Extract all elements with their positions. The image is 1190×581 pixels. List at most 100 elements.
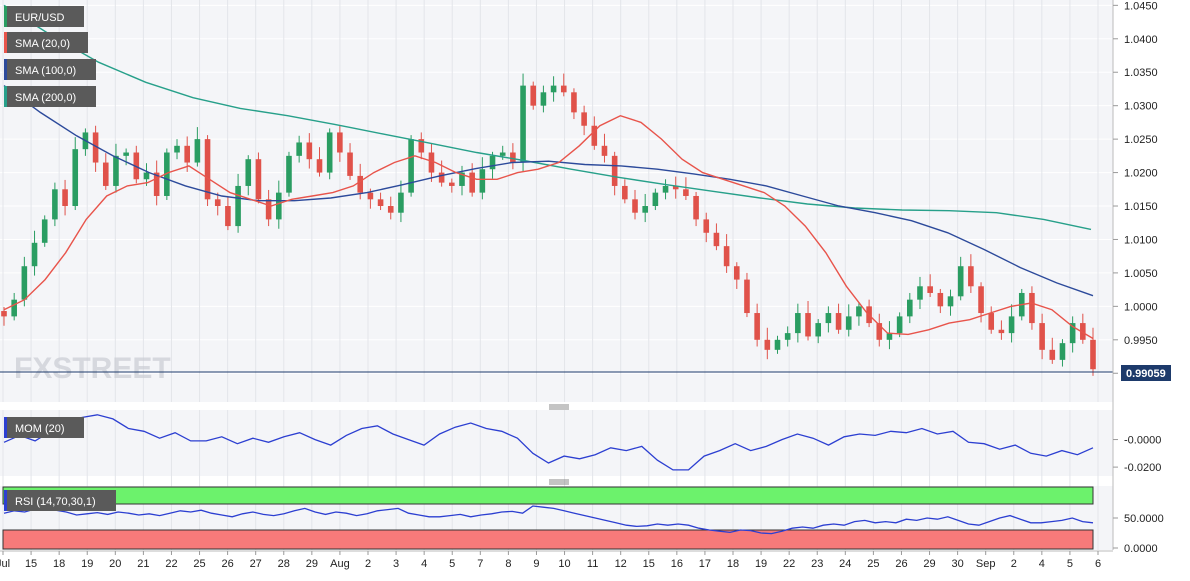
sma200-line (3, 4, 1092, 231)
x-tick-label: 16 (671, 558, 683, 570)
x-tick-label: 29 (923, 558, 935, 570)
candle-body (41, 219, 48, 243)
legend-mom[interactable]: MOM (20) (4, 417, 84, 438)
rsi-oversold-zone (2, 529, 1094, 550)
rsi-y-tick-label: 0.0000 (1124, 543, 1158, 555)
candle-body (72, 149, 79, 207)
legend-sma20[interactable]: SMA (20,0) (4, 32, 88, 53)
sma-lines-group (3, 4, 1094, 340)
x-tick-label: 9 (533, 558, 539, 570)
candle-body (286, 155, 292, 193)
mom-y-axis: -0.0000 -0.0200 (1113, 435, 1161, 474)
x-tick-label: 29 (306, 558, 318, 570)
candle-body (968, 266, 974, 287)
x-tick-label: 30 (951, 558, 963, 570)
candle-body (662, 185, 669, 193)
candle-body (275, 192, 282, 220)
candle-body (143, 172, 150, 180)
x-tick-label: 17 (699, 558, 711, 570)
legend-sma20-label: SMA (20,0) (15, 38, 70, 50)
candle-body (560, 85, 567, 93)
candle-body (876, 323, 883, 340)
price-y-axis: 1.0450 1.0400 1.0350 1.0300 1.0250 1.0200 1.01… (1112, 0, 1158, 550)
candle-body (856, 306, 862, 317)
candle-body (235, 185, 241, 227)
candle-body (449, 182, 455, 186)
x-tick-label: Aug (330, 558, 350, 570)
x-tick-label: Sep (976, 558, 996, 570)
x-tick-label: 15 (643, 558, 655, 570)
x-tick-label: 15 (25, 558, 37, 570)
candle-body (459, 172, 465, 186)
y-tick-label: 1.0250 (1124, 134, 1158, 146)
candle-body (754, 313, 760, 340)
candle-body (795, 313, 801, 334)
candle-body (896, 316, 903, 334)
x-tick-label: 3 (393, 558, 399, 570)
candle-body (408, 139, 414, 193)
candle-body (204, 139, 211, 200)
rsi-line (3, 505, 1094, 535)
candle-body (174, 145, 180, 153)
candle-body (886, 333, 893, 340)
candle-body (672, 185, 679, 190)
legend-eurusd[interactable]: EUR/USD (4, 6, 84, 27)
candle-body (31, 242, 38, 267)
x-tick-label: 27 (250, 558, 262, 570)
x-tick-label: 23 (811, 558, 823, 570)
x-tick-label: 10 (558, 558, 570, 570)
candle-body (683, 189, 689, 196)
candle-body (113, 155, 119, 186)
watermark: FXSTREET (14, 352, 171, 385)
y-tick-label: 1.0200 (1124, 168, 1158, 180)
y-tick-label: 1.0300 (1124, 101, 1158, 113)
x-tick-label: 26 (895, 558, 907, 570)
sma100-line (3, 85, 1094, 297)
candle-body (927, 286, 933, 293)
candle-body (489, 155, 496, 170)
panel-splitter-1[interactable] (549, 404, 569, 410)
candle-body (917, 286, 923, 300)
candle-body (418, 139, 425, 153)
legend-sma200-label: SMA (200,0) (15, 92, 76, 104)
x-tick-label: 19 (755, 558, 767, 570)
legend-rsi[interactable]: RSI (14,70,30,1) (4, 490, 116, 511)
candle-body (764, 339, 771, 350)
candle-body (540, 92, 547, 106)
candle-body (693, 195, 699, 220)
y-tick-label: 0.9950 (1124, 335, 1158, 347)
candle-body (306, 142, 313, 160)
panel-splitter-2[interactable] (549, 479, 569, 485)
candle-body (245, 159, 252, 186)
candle-body (194, 139, 201, 163)
candle-body (1080, 323, 1086, 340)
candle-body (744, 279, 750, 314)
x-tick-label: 4 (421, 558, 427, 570)
current-price-label: 0.99059 (1121, 365, 1171, 381)
legend-sma200[interactable]: SMA (200,0) (4, 86, 96, 107)
candle-body (907, 299, 913, 317)
candle-body (326, 132, 333, 173)
candle-body (255, 159, 262, 200)
candle-body (337, 132, 343, 153)
candle-body (428, 152, 435, 173)
candle-body (713, 232, 720, 247)
candle-body (774, 339, 781, 350)
candle-body (1090, 339, 1096, 370)
legend-sma100[interactable]: SMA (100,0) (4, 59, 96, 80)
candle-body (123, 152, 129, 156)
x-tick-label: 19 (81, 558, 93, 570)
x-tick-label: 18 (727, 558, 739, 570)
candle-body (611, 155, 618, 186)
candle-body (978, 286, 984, 314)
candle-body (530, 85, 537, 106)
candle-body (784, 333, 791, 340)
legend-sma100-label: SMA (100,0) (15, 65, 76, 77)
candle-body (1049, 349, 1056, 360)
x-axis: Jul1518192021222526272829Aug234578910111… (0, 550, 1113, 570)
candle-body (164, 152, 170, 196)
sma20-line (3, 114, 1094, 340)
y-tick-label: 1.0050 (1124, 268, 1158, 280)
candle-body (499, 152, 506, 156)
